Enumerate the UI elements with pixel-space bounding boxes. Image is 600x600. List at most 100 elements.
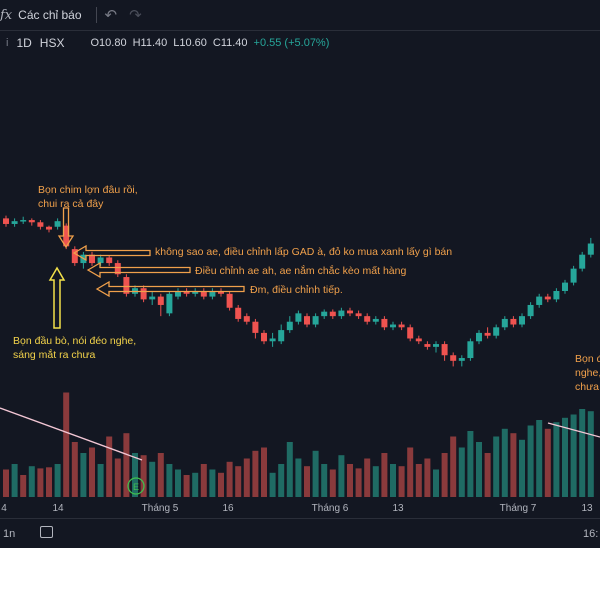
- candle-body: [286, 321, 293, 331]
- x-tick: Tháng 6: [311, 503, 349, 514]
- volume-bar: [458, 447, 465, 497]
- candle-body: [97, 257, 104, 264]
- high-value: H11.40: [132, 37, 168, 49]
- volume-bar: [510, 433, 517, 497]
- volume-bar: [28, 466, 35, 497]
- candle-body: [63, 225, 70, 247]
- volume-bar: [355, 468, 362, 497]
- volume-bar: [97, 464, 104, 497]
- candle-body: [433, 344, 439, 347]
- volume-bar: [390, 464, 396, 497]
- volume-bar: [467, 431, 474, 497]
- volume-bar: [321, 464, 328, 497]
- callout-arrow: [86, 261, 191, 279]
- candle-body: [3, 218, 9, 224]
- volume-bar: [140, 455, 147, 497]
- fx-icon: ƒx: [0, 7, 13, 23]
- callout-arrow: [95, 280, 245, 298]
- candle-body: [200, 291, 207, 297]
- volume-bar: [407, 447, 414, 497]
- indicators-button[interactable]: ƒx Các chỉ báo: [0, 0, 88, 30]
- x-tick: 16: [222, 503, 234, 514]
- redo-icon[interactable]: ↷: [129, 7, 142, 24]
- volume-bar: [476, 442, 482, 497]
- candle-body: [140, 288, 147, 300]
- x-tick: 4: [1, 503, 7, 514]
- ohlc-values: O10.80 H11.40 L10.60 C11.40 +0.55 (+5.07…: [90, 37, 329, 49]
- volume-bar: [381, 453, 388, 497]
- x-tick: Tháng 7: [499, 503, 537, 514]
- candle-body: [123, 277, 130, 294]
- volume-bar: [183, 475, 190, 497]
- low-value: L10.60: [173, 37, 207, 49]
- bottom-toolbar: 1n 16:: [0, 518, 600, 548]
- volume-bar: [226, 461, 233, 497]
- annotation-note4: Đm, điều chỉnh tiếp.: [250, 284, 343, 296]
- candle-body: [579, 254, 586, 269]
- time-axis[interactable]: 4 14 Tháng 5 16 Tháng 6 13 Tháng 7 13: [0, 500, 600, 518]
- volume-bar: [114, 458, 121, 497]
- volume-bar: [286, 442, 293, 497]
- symbol-edge: i: [6, 37, 9, 49]
- volume-bar: [424, 458, 431, 497]
- callout-arrow: [72, 244, 151, 262]
- candle-body: [11, 221, 18, 224]
- volume-bar: [312, 450, 319, 497]
- candle-body: [407, 327, 414, 339]
- candle-body: [510, 318, 517, 325]
- open-value: O10.80: [90, 37, 127, 49]
- candle-body: [347, 310, 353, 314]
- candle-body: [570, 268, 577, 283]
- event-badge: [127, 477, 145, 495]
- candle-body: [381, 318, 388, 328]
- candle-body: [587, 243, 594, 255]
- time-label: 16:: [583, 528, 599, 540]
- volume-bar: [157, 453, 164, 497]
- volume-bar: [295, 458, 302, 497]
- volume-bar: [54, 464, 61, 497]
- candle-body: [46, 226, 52, 230]
- candle-body: [71, 249, 78, 264]
- volume-bar: [200, 464, 207, 497]
- x-tick: Tháng 5: [141, 503, 179, 514]
- price-chart[interactable]: E: [0, 0, 600, 548]
- interval-label[interactable]: 1D: [16, 36, 32, 50]
- volume-bar: [579, 409, 586, 497]
- candle-body: [501, 318, 508, 328]
- volume-bar: [587, 411, 594, 497]
- candle-body: [269, 338, 276, 342]
- undo-icon[interactable]: ↶: [104, 7, 118, 24]
- candle-body: [37, 222, 44, 227]
- candle-body: [183, 291, 190, 294]
- volume-bar: [261, 447, 267, 497]
- candle-body: [338, 310, 345, 317]
- volume-bar: [149, 461, 156, 497]
- candle-body: [218, 291, 224, 294]
- candle-body: [304, 316, 310, 325]
- candle-body: [312, 316, 319, 325]
- candle-body: [493, 327, 500, 336]
- volume-bar: [501, 428, 508, 497]
- candle-body: [553, 291, 560, 300]
- volume-bar: [364, 458, 371, 497]
- candle-body: [484, 332, 491, 336]
- volume-bar: [347, 464, 353, 497]
- candle-body: [398, 324, 405, 328]
- exchange-label: HSX: [39, 36, 65, 50]
- volume-bar: [278, 464, 285, 497]
- symbol-legend: i 1D HSX O10.80 H11.40 L10.60 C11.40 +0.…: [0, 30, 329, 56]
- calendar-range-icon[interactable]: [40, 526, 53, 538]
- event-badge-label: E: [133, 482, 139, 492]
- annotation-note3: Điều chỉnh ae ah, ae nắm chắc kèo mất hà…: [195, 265, 407, 277]
- volume-bar: [570, 414, 577, 497]
- volume-bar: [562, 417, 568, 497]
- volume-bar: [132, 453, 138, 497]
- volume-bar: [433, 469, 439, 497]
- volume-trendline: [0, 407, 143, 461]
- candle-body: [355, 313, 362, 317]
- candle-body: [450, 355, 457, 361]
- candle-body: [157, 296, 164, 305]
- candle-body: [261, 332, 267, 342]
- range-1y-button[interactable]: 1n: [3, 528, 16, 540]
- volume-bar: [235, 466, 242, 497]
